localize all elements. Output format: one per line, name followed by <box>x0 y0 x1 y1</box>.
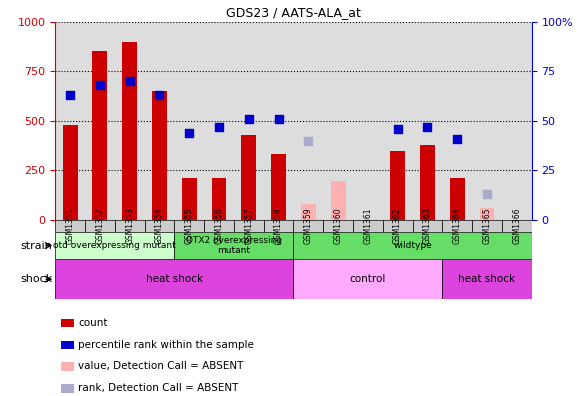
Text: OTX2 overexpressing
mutant: OTX2 overexpressing mutant <box>186 236 282 255</box>
Text: GSM1360: GSM1360 <box>333 208 343 244</box>
Bar <box>122 42 137 220</box>
Point <box>155 92 164 98</box>
Text: GSM1364: GSM1364 <box>453 208 462 244</box>
Point <box>423 124 432 130</box>
Bar <box>293 232 532 259</box>
Text: shock: shock <box>20 274 52 284</box>
Point <box>244 116 253 122</box>
Point <box>482 191 492 197</box>
Text: GSM1351: GSM1351 <box>66 208 74 244</box>
Text: GSM1357: GSM1357 <box>244 208 253 244</box>
Bar <box>390 151 405 220</box>
Title: GDS23 / AATS-ALA_at: GDS23 / AATS-ALA_at <box>226 6 361 19</box>
Point <box>304 137 313 144</box>
Text: GSM1353: GSM1353 <box>125 208 134 244</box>
Bar <box>383 220 413 232</box>
Text: otd overexpressing mutant: otd overexpressing mutant <box>53 241 176 250</box>
Bar <box>353 220 383 232</box>
Bar <box>55 259 293 299</box>
Text: GSM1352: GSM1352 <box>95 208 105 244</box>
Text: GSM1365: GSM1365 <box>482 208 492 244</box>
Text: percentile rank within the sample: percentile rank within the sample <box>78 339 254 350</box>
Bar <box>85 220 115 232</box>
Text: GSM1361: GSM1361 <box>363 208 372 244</box>
Bar <box>293 259 442 299</box>
Bar <box>442 259 532 299</box>
Bar <box>472 220 502 232</box>
Bar <box>204 220 234 232</box>
Bar <box>115 220 145 232</box>
Bar <box>264 220 293 232</box>
Bar <box>174 220 204 232</box>
Point <box>393 126 402 132</box>
Bar <box>145 220 174 232</box>
Bar <box>174 232 293 259</box>
Text: GSM1358: GSM1358 <box>274 208 283 244</box>
Bar <box>241 135 256 220</box>
Bar <box>234 220 264 232</box>
Bar <box>331 181 346 220</box>
Text: GSM1366: GSM1366 <box>512 208 521 244</box>
Bar <box>413 220 442 232</box>
Bar <box>323 220 353 232</box>
Bar <box>152 91 167 220</box>
Text: GSM1355: GSM1355 <box>185 208 193 244</box>
Bar <box>63 125 77 220</box>
Bar <box>293 220 323 232</box>
Bar <box>502 220 532 232</box>
Bar <box>450 178 465 220</box>
Text: GSM1363: GSM1363 <box>423 208 432 244</box>
Point <box>185 129 194 136</box>
Bar <box>55 232 174 259</box>
Text: GSM1362: GSM1362 <box>393 208 402 244</box>
Bar <box>442 220 472 232</box>
Bar <box>55 220 85 232</box>
Text: GSM1356: GSM1356 <box>214 208 224 244</box>
Point <box>214 124 224 130</box>
Bar <box>420 145 435 220</box>
Bar <box>479 208 494 220</box>
Bar <box>211 178 227 220</box>
Text: value, Detection Call = ABSENT: value, Detection Call = ABSENT <box>78 361 244 371</box>
Text: rank, Detection Call = ABSENT: rank, Detection Call = ABSENT <box>78 383 239 393</box>
Point <box>95 82 105 88</box>
Text: heat shock: heat shock <box>458 274 515 284</box>
Point <box>66 92 75 98</box>
Bar <box>92 51 107 220</box>
Text: control: control <box>350 274 386 284</box>
Bar <box>182 178 196 220</box>
Text: GSM1359: GSM1359 <box>304 208 313 244</box>
Text: wildtype: wildtype <box>393 241 432 250</box>
Bar <box>301 204 315 220</box>
Text: heat shock: heat shock <box>146 274 203 284</box>
Point <box>274 116 283 122</box>
Bar <box>271 154 286 220</box>
Text: strain: strain <box>20 240 52 251</box>
Text: GSM1354: GSM1354 <box>155 208 164 244</box>
Text: count: count <box>78 318 108 328</box>
Point <box>125 78 134 84</box>
Point <box>453 135 462 142</box>
